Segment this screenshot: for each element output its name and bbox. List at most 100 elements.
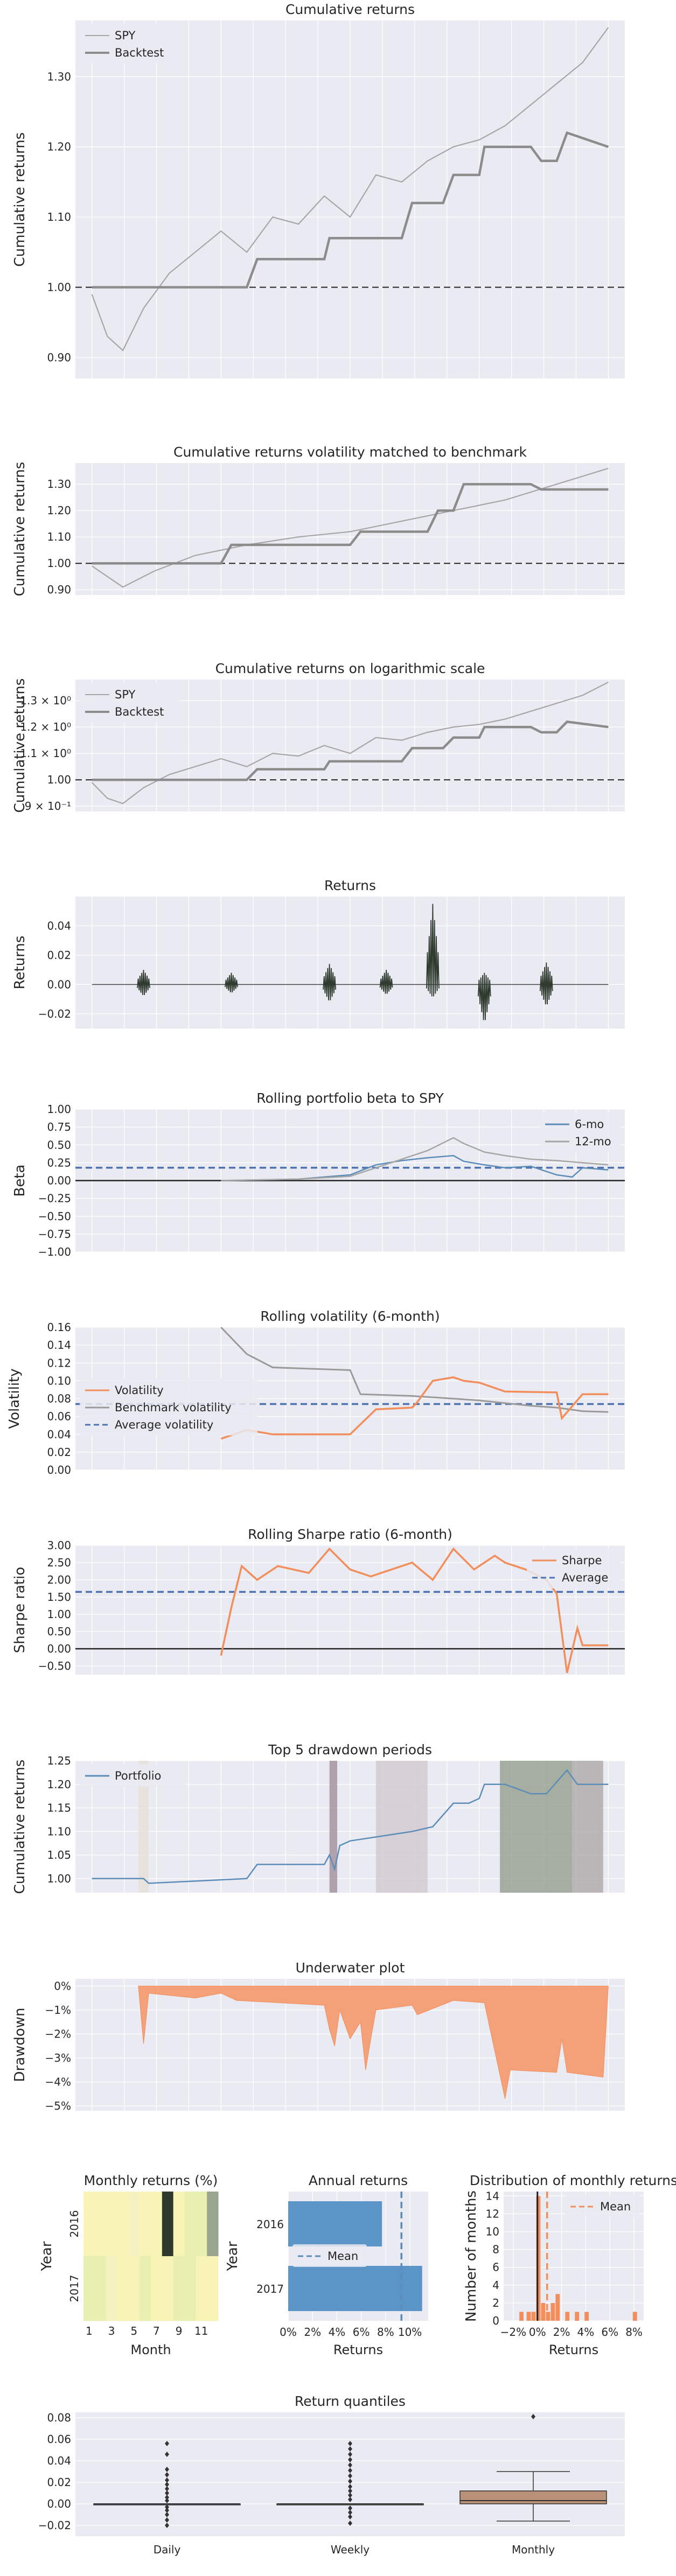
returns-burst — [379, 970, 393, 994]
quantile-outlier — [348, 2441, 352, 2446]
cum_returns-ytick: 1.30 — [47, 70, 71, 83]
drawdowns-ytick: 1.20 — [47, 1778, 71, 1791]
dist-bar — [541, 2302, 546, 2321]
annual-title: Annual returns — [309, 2173, 408, 2188]
dist-ytick: 4 — [492, 2279, 499, 2292]
quantile-outlier — [348, 2479, 352, 2484]
quantile-outlier — [165, 2504, 169, 2510]
returns-ytick: 0.02 — [47, 949, 71, 962]
volatility-ytick: 0.00 — [47, 1464, 71, 1476]
heatmap-cell — [140, 2256, 151, 2321]
dist-ytick: 6 — [492, 2261, 499, 2274]
dist-xtick: 0% — [529, 2326, 546, 2339]
cum_vol_matched-ytick: 1.00 — [47, 557, 71, 570]
quantile-ytick: 0.06 — [47, 2433, 71, 2446]
heatmap-month-tick: 11 — [194, 2325, 208, 2337]
cum_log-legend-entry: Backtest — [115, 705, 164, 718]
beta-ytick: 1.00 — [47, 1103, 71, 1116]
quantile-outlier — [165, 2441, 169, 2446]
sharpe-series-sharpe — [220, 1547, 609, 1674]
heatmap-year-label: 2017 — [68, 2275, 81, 2302]
dist-ytick: 0 — [492, 2314, 499, 2327]
returns-burst — [426, 904, 440, 997]
heatmap-month-tick: 3 — [108, 2325, 115, 2337]
sharpe-ytick: 2.50 — [47, 1556, 71, 1569]
sharpe-ytick: 1.50 — [47, 1591, 71, 1604]
cum_returns-title: Cumulative returns — [285, 2, 415, 17]
returns-ylabel: Returns — [12, 936, 28, 990]
volatility-chart: Rolling volatility (6-month) Volatility 0.… — [6, 1308, 625, 1476]
heatmap-cell — [94, 2192, 107, 2257]
drawdown-period — [329, 1761, 338, 1893]
dist-xtick: 8% — [625, 2326, 643, 2339]
cum_log-series-spy — [91, 681, 609, 804]
cum_vol_matched-ytick: 1.10 — [47, 530, 71, 543]
underwater-area — [138, 1985, 609, 2099]
quantile-ytick: 0.04 — [47, 2454, 71, 2467]
volatility-ytick: 0.14 — [47, 1339, 71, 1352]
heatmap-cell — [207, 2256, 219, 2321]
heatmap-cell — [106, 2192, 117, 2257]
quantile-outlier — [348, 2514, 352, 2519]
annual-xtick: 6% — [353, 2326, 370, 2339]
cum_log-legend-entry: SPY — [115, 688, 136, 701]
cum_returns-ytick: 1.10 — [47, 211, 71, 223]
underwater-ylabel: Drawdown — [12, 2007, 28, 2082]
heatmap-cell — [173, 2192, 185, 2257]
heatmap-cell — [151, 2192, 163, 2257]
drawdowns-ytick: 1.10 — [47, 1825, 71, 1838]
beta-ytick: 0.00 — [47, 1174, 71, 1187]
cum_log-ytick: 9 × 10⁻¹ — [25, 800, 71, 813]
underwater-ytick: −4% — [45, 2076, 72, 2089]
heatmap-cell — [83, 2192, 95, 2257]
cum_returns-legend-entry: Backtest — [115, 46, 164, 59]
quantile-outlier — [165, 2508, 169, 2513]
returns-burst — [323, 964, 337, 1000]
heatmap-cell — [184, 2256, 196, 2321]
underwater-ytick: −2% — [45, 2027, 72, 2040]
quantile-outlier — [165, 2486, 169, 2491]
underwater-title: Underwater plot — [296, 1960, 405, 1976]
drawdowns-ytick: 1.15 — [47, 1802, 71, 1815]
cum_log-ytick: 1.00 — [47, 773, 71, 786]
quantile-outlier — [348, 2505, 352, 2511]
monthly_heatmap-ylabel: Year — [39, 2241, 55, 2271]
cum_returns-legend-entry: SPY — [115, 29, 136, 42]
monthly_heatmap-xlabel: Month — [130, 2342, 171, 2357]
cum_vol_matched-ytick: 1.20 — [47, 504, 71, 517]
quantile-outlier — [348, 2473, 352, 2479]
annual-bar — [288, 2201, 382, 2246]
quantile-category: Daily — [154, 2543, 181, 2556]
quantiles-chart: Return quantiles −0.02 0.00 0.02 0.04 0.06 0.0… — [38, 2393, 625, 2556]
monthly_dist-xlabel: Returns — [549, 2342, 598, 2357]
returns-ytick: 0.04 — [47, 919, 71, 932]
heatmap-cell — [207, 2192, 219, 2257]
sharpe-ytick: 3.00 — [47, 1539, 71, 1552]
quantile-outlier — [165, 2512, 169, 2517]
beta-legend: 6-mo 12-mo — [540, 1112, 621, 1152]
returns-burst — [225, 972, 238, 993]
volatility-legend-entry: Benchmark volatility — [115, 1401, 232, 1414]
quantile-outlier — [165, 2452, 169, 2457]
beta-title: Rolling portfolio beta to SPY — [256, 1090, 444, 1106]
dist-xtick: −2% — [500, 2326, 527, 2339]
drawdowns-legend-entry: Portfolio — [115, 1769, 161, 1782]
annual-legend: Mean — [292, 2244, 367, 2267]
cum_log-ytick: 1.2 × 10⁰ — [20, 720, 71, 733]
quantile-category: Weekly — [331, 2543, 370, 2556]
dist-xtick: 4% — [577, 2326, 595, 2339]
quantile-outlier — [165, 2472, 169, 2477]
monthly_dist-legend-entry: Mean — [600, 2200, 631, 2213]
cum_log-title: Cumulative returns on logarithmic scale — [215, 661, 485, 676]
returns-burst — [137, 970, 150, 995]
annual-xtick: 2% — [304, 2326, 321, 2339]
heatmap-cell — [117, 2192, 129, 2257]
cum_vol_matched-series-spy — [91, 467, 609, 588]
beta-ytick: −0.25 — [38, 1192, 71, 1205]
heatmap-cell — [173, 2256, 185, 2321]
dist-xtick: 2% — [553, 2326, 570, 2339]
cum_log-ytick: 1.3 × 10⁰ — [20, 694, 71, 707]
volatility-legend-entry: Volatility — [115, 1384, 164, 1397]
underwater-ytick: −1% — [45, 2004, 72, 2017]
